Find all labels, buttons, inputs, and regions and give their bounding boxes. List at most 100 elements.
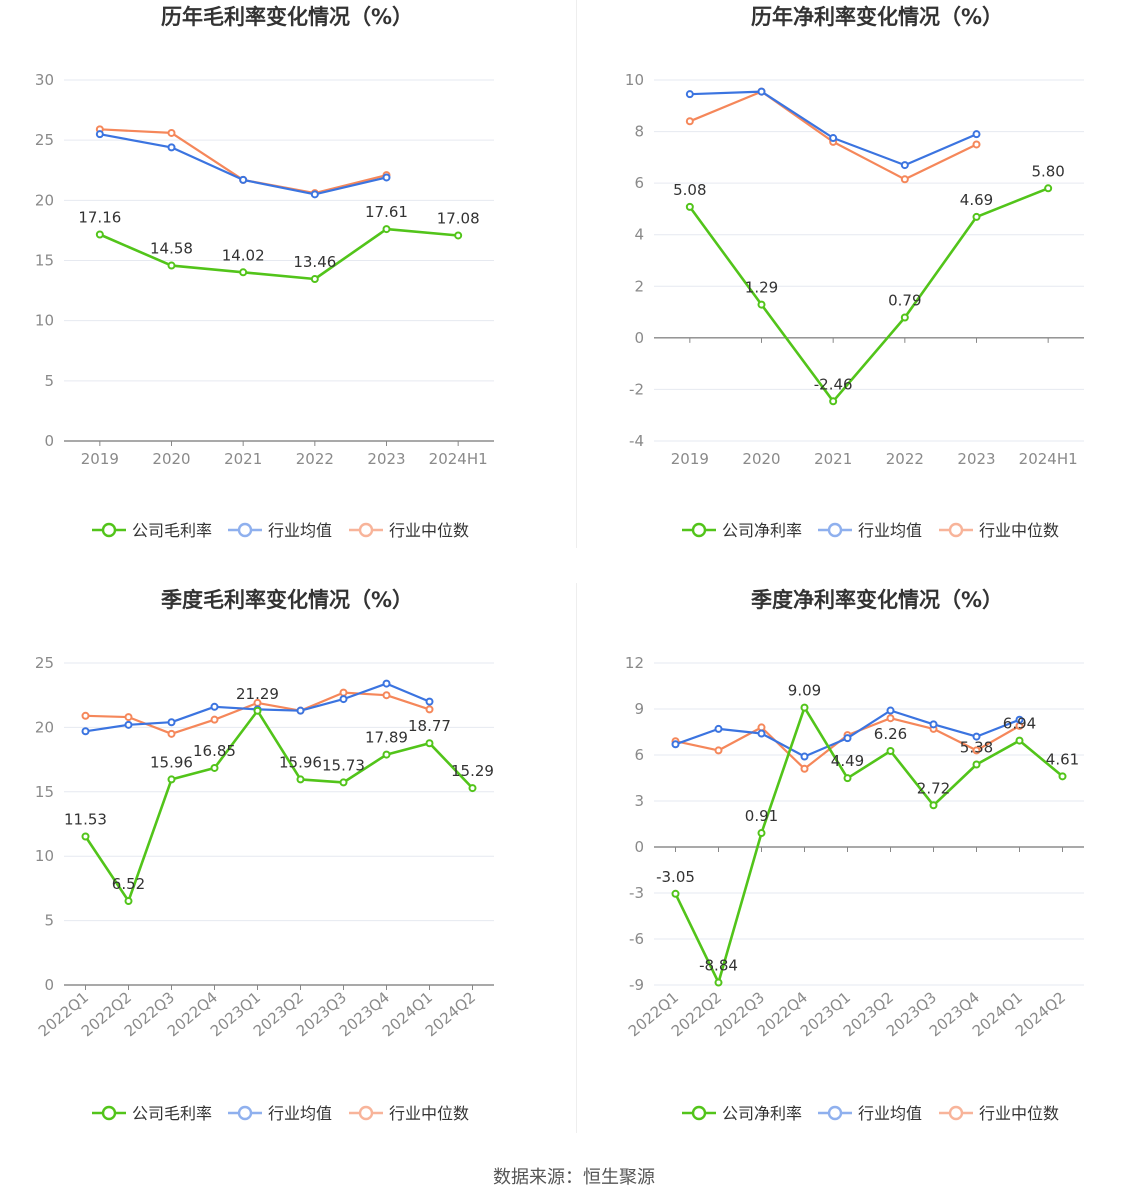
data-label: 0.79 [888, 291, 921, 309]
legend-label: 行业中位数 [979, 1104, 1059, 1123]
y-tick-label: -3 [629, 884, 644, 902]
data-point [1058, 772, 1067, 781]
data-label: 16.85 [193, 742, 236, 760]
data-point [800, 752, 809, 761]
data-point [253, 706, 262, 715]
data-point [124, 713, 133, 722]
legend-item[interactable]: 公司毛利率 [92, 1104, 212, 1123]
data-label: 14.58 [150, 240, 193, 258]
data-point [714, 746, 723, 755]
y-tick-label: 30 [35, 71, 54, 89]
data-point [81, 711, 90, 720]
legend-item[interactable]: 行业均值 [228, 1104, 332, 1123]
data-label: 5.08 [673, 181, 706, 199]
data-point [167, 128, 176, 137]
legend-swatch-marker [948, 522, 964, 538]
data-point [1015, 736, 1024, 745]
y-tick-label: 2 [634, 277, 644, 295]
data-point [468, 784, 477, 793]
x-tick-label: 2020 [742, 450, 780, 468]
y-tick-label: -6 [629, 930, 644, 948]
data-point [714, 978, 723, 987]
legend-swatch-marker [827, 1105, 843, 1121]
data-point [829, 397, 838, 406]
panel-quarterly-net-margin: 季度净利率变化情况（%） -9 -6 -3 0 3 6 9 12 2022Q1 2022Q2 2022… [590, 583, 1148, 1163]
y-tick-label: 10 [625, 71, 644, 89]
legend-item[interactable]: 行业中位数 [349, 1104, 469, 1123]
legend-swatch-marker [691, 522, 707, 538]
y-tick-label: 9 [634, 700, 644, 718]
data-point [886, 747, 895, 756]
y-tick-label: 4 [634, 226, 644, 244]
y-tick-label: -9 [629, 976, 644, 994]
chart-svg: 季度毛利率变化情况（%）05101520252022Q12022Q22022Q3… [35, 588, 494, 1123]
data-point [671, 740, 680, 749]
y-tick-label: 5 [44, 912, 54, 930]
x-tick-label: 2022 [886, 450, 924, 468]
y-tick-label: 0 [44, 976, 54, 994]
legend-item[interactable]: 行业中位数 [939, 1104, 1059, 1123]
data-point [210, 715, 219, 724]
data-label: 6.26 [874, 725, 907, 743]
data-point [800, 703, 809, 712]
data-point [757, 729, 766, 738]
data-label: 15.96 [279, 753, 322, 771]
legend-item[interactable]: 行业中位数 [349, 521, 469, 540]
data-point [972, 140, 981, 149]
data-point [296, 775, 305, 784]
y-tick-label: 15 [35, 783, 54, 801]
legend-item[interactable]: 公司净利率 [682, 1104, 802, 1123]
data-point [95, 130, 104, 139]
x-tick-label: 2024H1 [1019, 450, 1078, 468]
y-tick-label: 10 [35, 847, 54, 865]
panel-quarterly-gross-margin: 季度毛利率变化情况（%） 0 5 10 15 20 25 2022Q1 2022Q2 2022Q3… [0, 583, 574, 1163]
data-point [900, 175, 909, 184]
chart-svg: 季度净利率变化情况（%）-9-6-30369122022Q12022Q22022… [625, 588, 1084, 1123]
data-label: 6.94 [1003, 715, 1036, 733]
divider-bottom [576, 583, 577, 1133]
legend-swatch-marker [827, 522, 843, 538]
data-point [296, 706, 305, 715]
legend-item[interactable]: 公司净利率 [682, 521, 802, 540]
legend-item[interactable]: 行业均值 [228, 521, 332, 540]
legend-label: 行业均值 [858, 1104, 922, 1123]
data-point [1015, 715, 1024, 724]
x-tick-label: 2024H1 [429, 450, 488, 468]
series-line-company [674, 706, 1064, 984]
legend-item[interactable]: 行业均值 [818, 1104, 922, 1123]
chart-title: 季度毛利率变化情况（%） [161, 588, 413, 612]
data-point [239, 268, 248, 277]
x-tick-label: 2019 [81, 450, 119, 468]
x-tick-label: 2021 [224, 450, 262, 468]
x-tick-label: 2019 [671, 450, 709, 468]
y-tick-label: 0 [634, 838, 644, 856]
data-label: 17.16 [78, 209, 121, 227]
legend-item[interactable]: 行业均值 [818, 521, 922, 540]
y-tick-label: 25 [35, 131, 54, 149]
data-point [886, 706, 895, 715]
legend-item[interactable]: 公司毛利率 [92, 521, 212, 540]
data-point [167, 718, 176, 727]
chart-title: 季度净利率变化情况（%） [751, 588, 1003, 612]
legend-label: 行业中位数 [979, 521, 1059, 540]
x-tick-label: 2022 [296, 450, 334, 468]
data-point [757, 829, 766, 838]
data-point [972, 746, 981, 755]
data-label: 13.46 [293, 253, 336, 271]
divider-top [576, 0, 577, 548]
y-tick-label: 0 [634, 329, 644, 347]
data-label: 15.29 [451, 762, 494, 780]
data-point [972, 732, 981, 741]
data-point [972, 760, 981, 769]
y-tick-label: 25 [35, 654, 54, 672]
legend-label: 公司毛利率 [132, 1104, 212, 1123]
data-point [167, 729, 176, 738]
data-point [843, 734, 852, 743]
data-point [124, 720, 133, 729]
legend-item[interactable]: 行业中位数 [939, 521, 1059, 540]
data-label: 15.73 [322, 756, 365, 774]
data-point [167, 775, 176, 784]
data-point [382, 173, 391, 182]
x-tick-label: 2021 [814, 450, 852, 468]
legend-label: 行业均值 [268, 1104, 332, 1123]
